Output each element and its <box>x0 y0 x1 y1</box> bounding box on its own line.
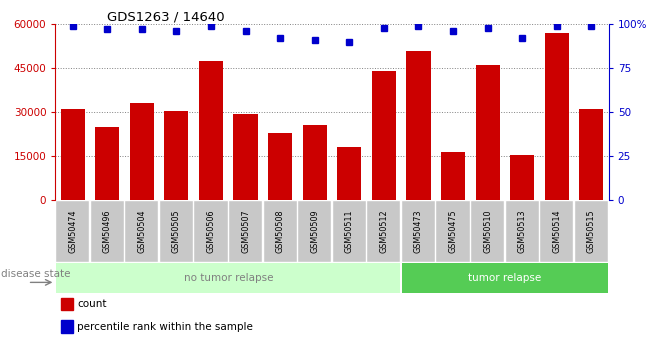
Bar <box>61 109 85 200</box>
FancyBboxPatch shape <box>298 201 331 262</box>
Bar <box>234 114 258 200</box>
FancyBboxPatch shape <box>125 201 158 262</box>
FancyBboxPatch shape <box>56 201 89 262</box>
Text: GDS1263 / 14640: GDS1263 / 14640 <box>107 10 225 23</box>
Text: tumor relapse: tumor relapse <box>468 273 542 283</box>
Bar <box>164 111 189 200</box>
Text: GSM50509: GSM50509 <box>311 209 319 253</box>
Bar <box>475 65 500 200</box>
Text: GSM50505: GSM50505 <box>172 209 181 253</box>
Bar <box>510 155 534 200</box>
Bar <box>441 152 465 200</box>
Text: GSM50514: GSM50514 <box>552 209 561 253</box>
Bar <box>268 132 292 200</box>
Text: GSM50513: GSM50513 <box>518 209 527 253</box>
FancyBboxPatch shape <box>402 201 435 262</box>
Bar <box>303 125 327 200</box>
Text: no tumor relapse: no tumor relapse <box>184 273 273 283</box>
Bar <box>406 51 430 200</box>
FancyBboxPatch shape <box>540 201 574 262</box>
Text: GSM50508: GSM50508 <box>275 209 284 253</box>
Bar <box>61 320 74 333</box>
Bar <box>199 61 223 200</box>
Bar <box>95 127 119 200</box>
FancyBboxPatch shape <box>159 201 193 262</box>
FancyBboxPatch shape <box>229 201 262 262</box>
FancyBboxPatch shape <box>333 201 366 262</box>
FancyBboxPatch shape <box>402 263 607 293</box>
Text: GSM50511: GSM50511 <box>345 209 353 253</box>
FancyBboxPatch shape <box>264 201 297 262</box>
Text: GSM50475: GSM50475 <box>449 209 458 253</box>
Text: GSM50507: GSM50507 <box>241 209 250 253</box>
FancyBboxPatch shape <box>506 201 539 262</box>
Bar <box>337 147 361 200</box>
Text: disease state: disease state <box>1 269 71 279</box>
Text: GSM50506: GSM50506 <box>206 209 215 253</box>
Text: GSM50504: GSM50504 <box>137 209 146 253</box>
FancyBboxPatch shape <box>195 201 228 262</box>
Text: GSM50474: GSM50474 <box>68 209 77 253</box>
Text: count: count <box>77 299 107 309</box>
Text: GSM50510: GSM50510 <box>483 209 492 253</box>
FancyBboxPatch shape <box>367 201 400 262</box>
FancyBboxPatch shape <box>436 201 469 262</box>
Bar <box>545 33 569 200</box>
FancyBboxPatch shape <box>471 201 505 262</box>
Bar <box>61 298 74 310</box>
FancyBboxPatch shape <box>57 263 400 293</box>
FancyBboxPatch shape <box>90 201 124 262</box>
FancyBboxPatch shape <box>575 201 608 262</box>
Bar <box>130 104 154 200</box>
Text: GSM50515: GSM50515 <box>587 209 596 253</box>
Text: GSM50496: GSM50496 <box>103 209 112 253</box>
Bar <box>372 71 396 200</box>
Bar <box>579 109 603 200</box>
Text: GSM50473: GSM50473 <box>414 209 423 253</box>
Text: percentile rank within the sample: percentile rank within the sample <box>77 322 253 332</box>
Text: GSM50512: GSM50512 <box>380 209 389 253</box>
